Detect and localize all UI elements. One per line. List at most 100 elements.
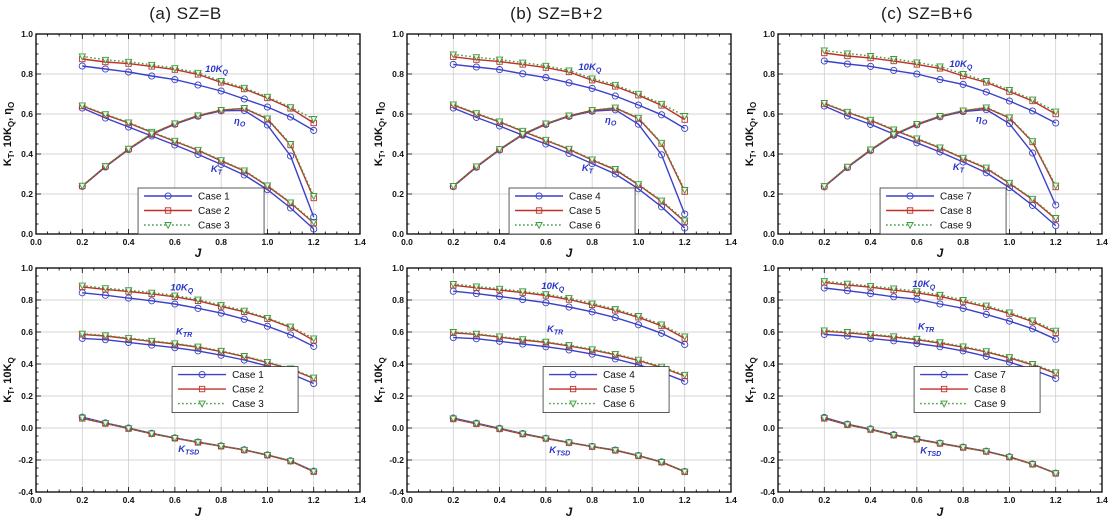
- tick-labels: 0.0 0.2 0.4 0.6 0.8 1.0 1.2 1.4 -0.4 -0.2 0.0 0.2 0.…: [389, 263, 737, 505]
- panel-top-a: (a) SZ=B 0.0 0.2 0.4 0.6 0.8 1.0 1.2 1.4 0.0 0.2 0…: [0, 0, 371, 260]
- legend: Case 4 Case 5 Case 6: [508, 187, 636, 235]
- svg-text:0.6: 0.6: [392, 327, 404, 337]
- plot-frame: [35, 267, 361, 493]
- svg-text:0.4: 0.4: [21, 359, 33, 369]
- y-axis-label: KT​, 10KQ​, ηO​: [2, 102, 16, 166]
- curve-label: 10KQ: [205, 64, 228, 77]
- svg-text:1.0: 1.0: [633, 237, 645, 247]
- svg-text:0.6: 0.6: [21, 109, 33, 119]
- plot-frame: [777, 267, 1103, 493]
- svg-text:0.2: 0.2: [392, 189, 404, 199]
- series-group-10KQ: [820, 47, 1060, 127]
- svg-text:1.2: 1.2: [1050, 495, 1062, 505]
- svg-text:0.2: 0.2: [76, 495, 88, 505]
- series-group-KTSD: [78, 413, 318, 476]
- legend: Case 7 Case 8 Case 9: [879, 187, 1007, 235]
- svg-text:0.0: 0.0: [772, 237, 784, 247]
- svg-text:1.0: 1.0: [21, 263, 33, 273]
- svg-text:0.2: 0.2: [763, 391, 775, 401]
- panel-bottom-a: 0.0 0.2 0.4 0.6 0.8 1.0 1.2 1.4 -0.4 -0.2 0.0 0.2 0.…: [0, 260, 371, 520]
- series-group-KT: [78, 102, 318, 233]
- legend: Case 7 Case 8 Case 9: [913, 366, 1041, 413]
- svg-text:1.4: 1.4: [725, 495, 737, 505]
- svg-text:0.4: 0.4: [392, 149, 404, 159]
- svg-text:0.2: 0.2: [818, 237, 830, 247]
- svg-text:1.0: 1.0: [262, 237, 274, 247]
- svg-text:Case 4: Case 4: [603, 370, 635, 381]
- chart-open-water-sz-b: 0.0 0.2 0.4 0.6 0.8 1.0 1.2 1.4 0.0 0.2 0.4 0.6 0.8 1…: [2, 29, 366, 260]
- svg-text:0.4: 0.4: [865, 237, 877, 247]
- series-group-10KQ: [449, 51, 689, 132]
- svg-text:1.0: 1.0: [763, 263, 775, 273]
- svg-text:0.8: 0.8: [215, 237, 227, 247]
- svg-text:0.6: 0.6: [540, 495, 552, 505]
- svg-text:0.8: 0.8: [215, 495, 227, 505]
- series-group-etaO: [78, 105, 318, 221]
- svg-text:Case 2: Case 2: [232, 385, 264, 396]
- y-axis-label: KT​, 10KQ​, ηO​: [373, 102, 387, 166]
- svg-text:0.2: 0.2: [447, 237, 459, 247]
- svg-text:1.2: 1.2: [679, 237, 691, 247]
- svg-text:0.2: 0.2: [447, 495, 459, 505]
- curve-label: KTSD: [178, 444, 199, 457]
- tick-labels: 0.0 0.2 0.4 0.6 0.8 1.0 1.2 1.4 0.0 0.2 0.4 0.6 0.8 1…: [392, 29, 737, 247]
- chart-open-water-sz-b6: 0.0 0.2 0.4 0.6 0.8 1.0 1.2 1.4 0.0 0.2 0.4 0.6 0.8 1…: [744, 29, 1108, 260]
- curve-label: KT: [582, 163, 594, 176]
- x-axis-label: J: [937, 505, 944, 519]
- tick-labels: 0.0 0.2 0.4 0.6 0.8 1.0 1.2 1.4 0.0 0.2 0.4 0.6 0.8 1…: [21, 29, 366, 247]
- series-group-KTSD: [449, 414, 689, 476]
- series-group-10KQ: [449, 281, 689, 349]
- curve-label: KTR: [176, 326, 192, 339]
- svg-text:0.4: 0.4: [21, 149, 33, 159]
- svg-text:0.4: 0.4: [123, 495, 135, 505]
- svg-text:1.0: 1.0: [763, 29, 775, 39]
- svg-text:0.6: 0.6: [169, 495, 181, 505]
- x-axis-label: J: [195, 246, 202, 260]
- svg-text:0.8: 0.8: [392, 69, 404, 79]
- legend: Case 1 Case 2 Case 3: [137, 187, 265, 235]
- curve-label: ηO: [605, 115, 617, 128]
- svg-text:1.4: 1.4: [1096, 237, 1108, 247]
- svg-text:Case 4: Case 4: [569, 192, 601, 203]
- y-axis-label: KT​, 10KQ​: [2, 357, 16, 402]
- svg-text:0.8: 0.8: [957, 237, 969, 247]
- series-group-10KQ: [78, 53, 318, 134]
- curve-label: KTR: [918, 322, 934, 335]
- svg-text:0.0: 0.0: [763, 229, 775, 239]
- svg-text:0.6: 0.6: [763, 109, 775, 119]
- series-group-KTR: [820, 327, 1060, 382]
- svg-text:0.6: 0.6: [911, 495, 923, 505]
- panel-title-a: (a) SZ=B: [149, 4, 222, 23]
- svg-text:1.0: 1.0: [1004, 237, 1016, 247]
- plot-frame: [406, 267, 732, 493]
- svg-text:0.6: 0.6: [763, 327, 775, 337]
- curve-label: KTSD: [549, 445, 570, 458]
- svg-text:0.6: 0.6: [169, 237, 181, 247]
- panel-top-b: (b) SZ=B+2 0.0 0.2 0.4 0.6 0.8 1.0 1.2 1.4 0.0 0.…: [371, 0, 742, 260]
- svg-text:0.4: 0.4: [763, 149, 775, 159]
- svg-text:0.8: 0.8: [763, 295, 775, 305]
- y-axis-label: KT​, 10KQ​: [744, 357, 758, 402]
- x-axis-label: J: [937, 246, 944, 260]
- svg-text:0.6: 0.6: [392, 109, 404, 119]
- curve-label: KTSD: [920, 446, 941, 459]
- svg-text:0.0: 0.0: [30, 495, 42, 505]
- svg-text:Case 8: Case 8: [974, 385, 1006, 396]
- svg-text:0.0: 0.0: [401, 495, 413, 505]
- svg-text:0.2: 0.2: [76, 237, 88, 247]
- svg-text:0.4: 0.4: [865, 495, 877, 505]
- series-group-10KQ: [78, 282, 318, 350]
- x-axis-label: J: [566, 505, 573, 519]
- svg-text:-0.4: -0.4: [18, 487, 33, 497]
- curve-label: 10KQ: [912, 279, 935, 292]
- svg-text:Case 9: Case 9: [940, 221, 972, 232]
- curve-label: KTR: [547, 324, 563, 337]
- curve-label: KT: [211, 164, 223, 177]
- series-group-KTR: [78, 330, 318, 388]
- svg-text:0.2: 0.2: [763, 189, 775, 199]
- svg-text:Case 1: Case 1: [198, 192, 230, 203]
- svg-text:Case 6: Case 6: [603, 399, 635, 410]
- svg-text:Case 7: Case 7: [940, 192, 972, 203]
- svg-text:0.0: 0.0: [392, 229, 404, 239]
- panel-title-c: (c) SZ=B+6: [881, 4, 973, 23]
